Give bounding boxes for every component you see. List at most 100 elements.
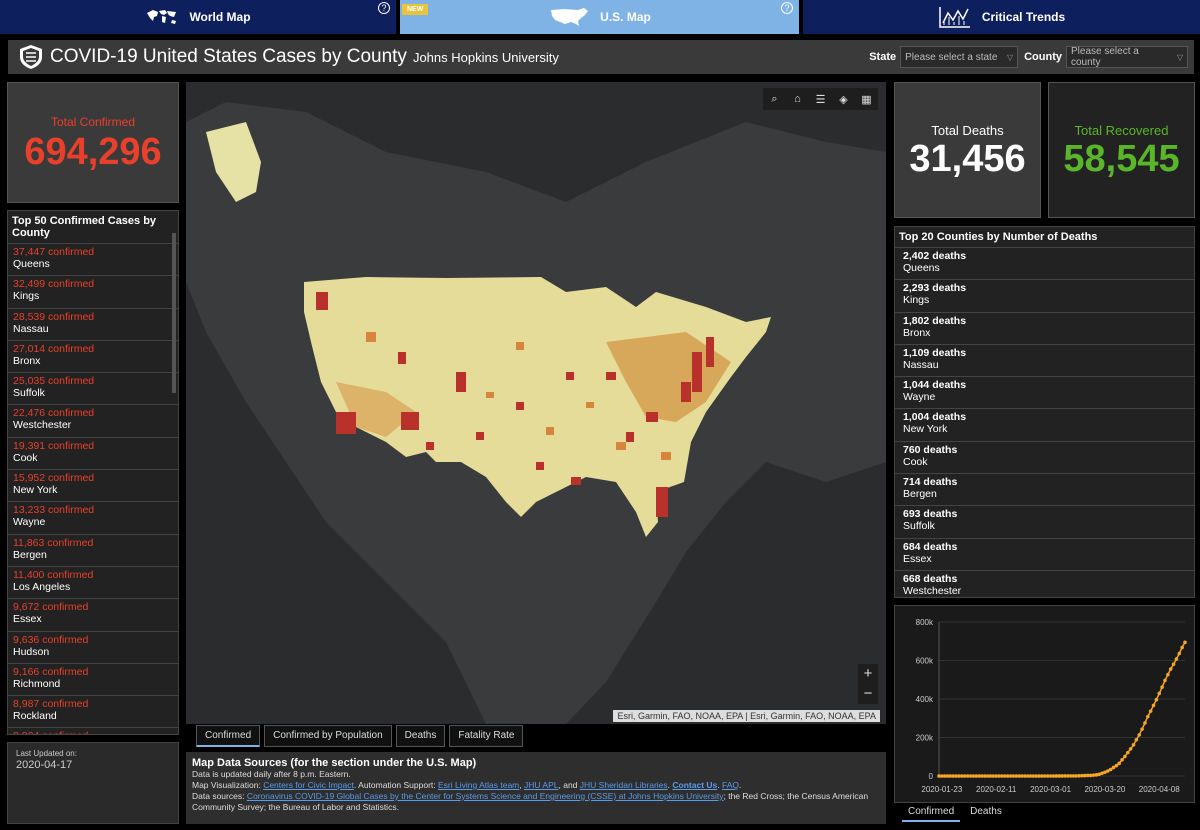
- viz-prefix: Map Visualization:: [192, 780, 264, 790]
- tab-us-label: U.S. Map: [600, 10, 651, 24]
- data-point: [1151, 703, 1156, 708]
- zoom-controls: + −: [858, 664, 878, 704]
- basemap-icon[interactable]: ▦: [861, 93, 872, 106]
- y-tick-label: 400k: [916, 695, 934, 704]
- list-item[interactable]: 760 deaths Cook: [895, 442, 1194, 475]
- data-point: [1177, 651, 1182, 656]
- legend-icon[interactable]: ☰: [815, 93, 826, 106]
- help-icon[interactable]: ?: [378, 2, 390, 14]
- list-item[interactable]: 1,044 deaths Wayne: [895, 377, 1194, 410]
- data-point: [1134, 737, 1139, 742]
- data-point: [965, 774, 970, 778]
- living-atlas-link[interactable]: Esri Living Atlas team: [438, 780, 520, 790]
- tab-fatality-rate[interactable]: Fatality Rate: [449, 725, 524, 747]
- list-item[interactable]: 693 deaths Suffolk: [895, 506, 1194, 539]
- list-item[interactable]: 22,476 confirmed Westchester: [8, 405, 178, 438]
- chart-tab-deaths[interactable]: Deaths: [970, 806, 1002, 817]
- data-point: [1088, 773, 1093, 778]
- scrollbar[interactable]: [172, 233, 176, 393]
- data-point: [1100, 771, 1104, 776]
- data-point: [1094, 773, 1099, 777]
- data-point: [942, 774, 947, 778]
- state-select-value: Please select a state: [905, 51, 998, 63]
- item-count: 9,636 confirmed: [13, 633, 89, 646]
- list-item[interactable]: 8,824 confirmedMiami-Dade: [8, 728, 178, 734]
- list-item[interactable]: 28,539 confirmed Nassau: [8, 309, 178, 341]
- y-tick-label: 600k: [916, 657, 934, 666]
- contact-us-link[interactable]: Contact Us: [672, 780, 718, 790]
- data-point: [968, 774, 973, 778]
- data-point: [1174, 657, 1179, 661]
- page-subtitle: Johns Hopkins University: [412, 49, 559, 65]
- deaths-by-county-list[interactable]: Top 20 Counties by Number of Deaths 2,40…: [894, 226, 1195, 598]
- data-point: [1180, 645, 1184, 650]
- list-item[interactable]: 9,166 confirmed Richmond: [8, 664, 178, 697]
- item-county: Bergen: [903, 488, 937, 501]
- tab-deaths[interactable]: Deaths: [395, 725, 446, 747]
- sheridan-libraries-link[interactable]: JHU Sheridan Libraries: [579, 780, 668, 790]
- help-icon[interactable]: ?: [781, 2, 793, 14]
- list-item[interactable]: 668 deaths Westchester: [895, 571, 1194, 597]
- total-confirmed-value: 694,296: [24, 131, 162, 173]
- chart-tab-confirmed[interactable]: Confirmed: [902, 803, 961, 822]
- list-item[interactable]: 1,802 deaths Bronx: [895, 313, 1194, 345]
- tab-world-map[interactable]: World Map ?: [0, 0, 396, 34]
- item-county: Bergen: [13, 548, 47, 561]
- list-item[interactable]: 1,109 deaths Nassau: [895, 345, 1194, 378]
- faq-link[interactable]: FAQ: [722, 780, 740, 790]
- list-item[interactable]: 714 deaths Bergen: [895, 474, 1194, 507]
- list-item[interactable]: 25,035 confirmed Suffolk: [8, 373, 178, 406]
- jhu-apl-link[interactable]: JHU APL: [524, 780, 559, 790]
- data-point: [1071, 774, 1076, 778]
- zoom-out-button[interactable]: −: [863, 685, 873, 702]
- list-item[interactable]: 9,672 confirmed Essex: [8, 599, 178, 632]
- list-item[interactable]: 2,293 deaths Kings: [895, 280, 1194, 313]
- csse-link[interactable]: Coronavirus COVID-19 Global Cases by the…: [246, 791, 724, 801]
- dashboard-header: COVID-19 United States Cases by County J…: [8, 40, 1194, 74]
- list-item[interactable]: 11,863 confirmed Bergen: [8, 535, 178, 567]
- zoom-in-button[interactable]: +: [863, 665, 873, 682]
- data-point: [1051, 774, 1056, 778]
- tab-critical-trends[interactable]: Critical Trends: [803, 0, 1200, 34]
- home-icon[interactable]: ⌂: [794, 93, 801, 105]
- confirmed-by-county-list[interactable]: Top 50 Confirmed Cases by County 37,447 …: [7, 210, 179, 735]
- data-point: [954, 774, 958, 778]
- list-item[interactable]: 2,402 deaths Queens: [895, 248, 1194, 281]
- data-point: [988, 774, 993, 778]
- list-item[interactable]: 1,004 deaths New York: [895, 409, 1194, 442]
- data-suffix: ; the Red Cross; the Census American Com…: [192, 791, 869, 812]
- county-select[interactable]: Please select a county ▽: [1066, 46, 1188, 68]
- list-item[interactable]: 37,447 confirmed Queens: [8, 244, 178, 277]
- list-item[interactable]: 32,499 confirmed Kings: [8, 276, 178, 309]
- list-item[interactable]: 13,233 confirmed Wayne: [8, 502, 178, 535]
- list-item[interactable]: 11,400 confirmed Los Angeles: [8, 567, 178, 600]
- y-tick-label: 800k: [916, 618, 934, 627]
- item-county: Nassau: [13, 322, 49, 335]
- item-count: 9,166 confirmed: [13, 665, 89, 678]
- civic-impact-link[interactable]: Centers for Civic Impact: [263, 780, 354, 790]
- list-item[interactable]: 8,987 confirmed Rockland: [8, 696, 178, 729]
- data-point: [1054, 774, 1059, 778]
- confirmed-list-title: Top 50 Confirmed Cases by County: [8, 211, 178, 244]
- list-item[interactable]: 684 deaths Essex: [895, 539, 1194, 571]
- data-point: [1031, 774, 1036, 778]
- item-count: 8,987 confirmed: [13, 698, 89, 711]
- list-item[interactable]: 15,952 confirmed New York: [8, 470, 178, 503]
- tab-us-map[interactable]: NEW U.S. Map ?: [400, 0, 799, 34]
- map-canvas[interactable]: [186, 82, 886, 724]
- tab-confirmed[interactable]: Confirmed: [196, 725, 261, 747]
- list-item[interactable]: 9,636 confirmed Hudson: [8, 632, 178, 664]
- state-select[interactable]: Please select a state ▽: [900, 46, 1019, 68]
- list-item[interactable]: 27,014 confirmed Bronx: [8, 341, 178, 374]
- data-point: [1074, 774, 1079, 778]
- county-select-value: Please select a county: [1071, 46, 1139, 68]
- list-item[interactable]: 19,391 confirmed Cook: [8, 438, 178, 471]
- us-county-map[interactable]: ⌕ ⌂ ☰ ◈ ▦ + − Esri, Garmin, FAO, NOAA, E…: [186, 82, 886, 724]
- data-point: [1120, 758, 1124, 762]
- data-point: [1000, 774, 1004, 778]
- tab-confirmed-by-population[interactable]: Confirmed by Population: [264, 725, 392, 747]
- search-icon[interactable]: ⌕: [771, 92, 778, 105]
- layers-icon[interactable]: ◈: [839, 93, 848, 106]
- new-badge: NEW: [402, 4, 429, 15]
- data-point: [1063, 774, 1067, 778]
